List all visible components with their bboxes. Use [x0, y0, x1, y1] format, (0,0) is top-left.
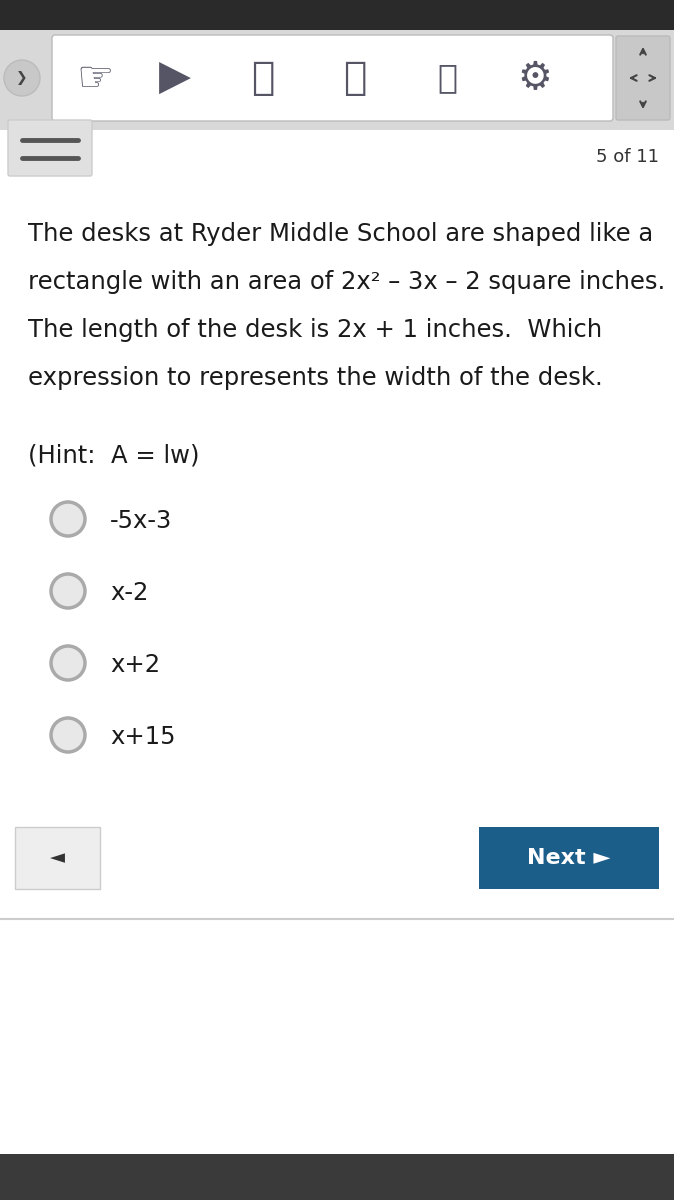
Text: ▶: ▶: [159, 56, 191, 98]
Text: ◄: ◄: [49, 848, 65, 868]
Circle shape: [51, 502, 85, 536]
Text: ❯: ❯: [16, 71, 28, 85]
Text: rectangle with an area of 2x² – 3x – 2 square inches.: rectangle with an area of 2x² – 3x – 2 s…: [28, 270, 665, 294]
Text: (Hint:  A = lw): (Hint: A = lw): [28, 444, 200, 468]
FancyBboxPatch shape: [0, 0, 674, 30]
Circle shape: [51, 646, 85, 680]
FancyBboxPatch shape: [616, 36, 670, 120]
Text: ☞: ☞: [76, 56, 114, 98]
Text: x+2: x+2: [110, 653, 160, 677]
Text: 5 of 11: 5 of 11: [596, 148, 659, 166]
Circle shape: [4, 60, 40, 96]
FancyBboxPatch shape: [479, 827, 659, 889]
Text: 👁: 👁: [437, 61, 457, 95]
Text: ⚙: ⚙: [518, 59, 553, 97]
Circle shape: [51, 574, 85, 608]
Text: expression to represents the width of the desk.: expression to represents the width of th…: [28, 366, 603, 390]
FancyBboxPatch shape: [52, 35, 613, 121]
Circle shape: [51, 718, 85, 752]
Text: x+15: x+15: [110, 725, 175, 749]
Text: ⏸: ⏸: [251, 59, 275, 97]
FancyBboxPatch shape: [0, 30, 674, 130]
Text: The length of the desk is 2x + 1 inches.  Which: The length of the desk is 2x + 1 inches.…: [28, 318, 602, 342]
Text: -5x-3: -5x-3: [110, 509, 173, 533]
FancyBboxPatch shape: [15, 827, 100, 889]
Text: Next ►: Next ►: [527, 848, 611, 868]
FancyBboxPatch shape: [0, 1154, 674, 1200]
Text: x-2: x-2: [110, 581, 148, 605]
Text: ⬛: ⬛: [343, 59, 367, 97]
Text: The desks at Ryder Middle School are shaped like a: The desks at Ryder Middle School are sha…: [28, 222, 653, 246]
FancyBboxPatch shape: [8, 120, 92, 176]
